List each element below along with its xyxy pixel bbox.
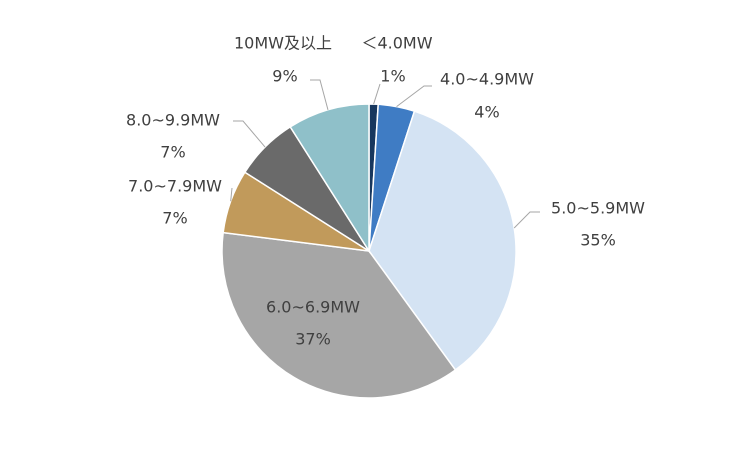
value-label: 4% bbox=[474, 103, 499, 122]
leader-line bbox=[310, 79, 329, 110]
leader-line bbox=[373, 83, 381, 105]
category-label: 7.0~7.9MW bbox=[128, 177, 222, 196]
category-label: 10MW及以上 bbox=[234, 34, 332, 53]
category-label: ＜4.0MW bbox=[361, 34, 432, 53]
pie-slice bbox=[221, 231, 457, 399]
pie-slice bbox=[289, 103, 370, 254]
leader-line bbox=[513, 211, 540, 229]
leader-line bbox=[230, 187, 233, 202]
leader-line bbox=[396, 85, 432, 108]
category-label: 4.0~4.9MW bbox=[440, 70, 534, 89]
category-label: 6.0~6.9MW bbox=[266, 298, 360, 317]
value-label: 1% bbox=[380, 67, 405, 86]
value-label: 9% bbox=[272, 67, 297, 86]
pie-slice bbox=[368, 110, 517, 371]
category-label: 5.0~5.9MW bbox=[551, 199, 645, 218]
category-label: 8.0~9.9MW bbox=[126, 111, 220, 130]
value-label: 37% bbox=[295, 330, 331, 349]
leader-line bbox=[233, 120, 266, 148]
value-label: 7% bbox=[162, 209, 187, 228]
value-label: 7% bbox=[160, 143, 185, 162]
value-label: 35% bbox=[580, 231, 616, 250]
